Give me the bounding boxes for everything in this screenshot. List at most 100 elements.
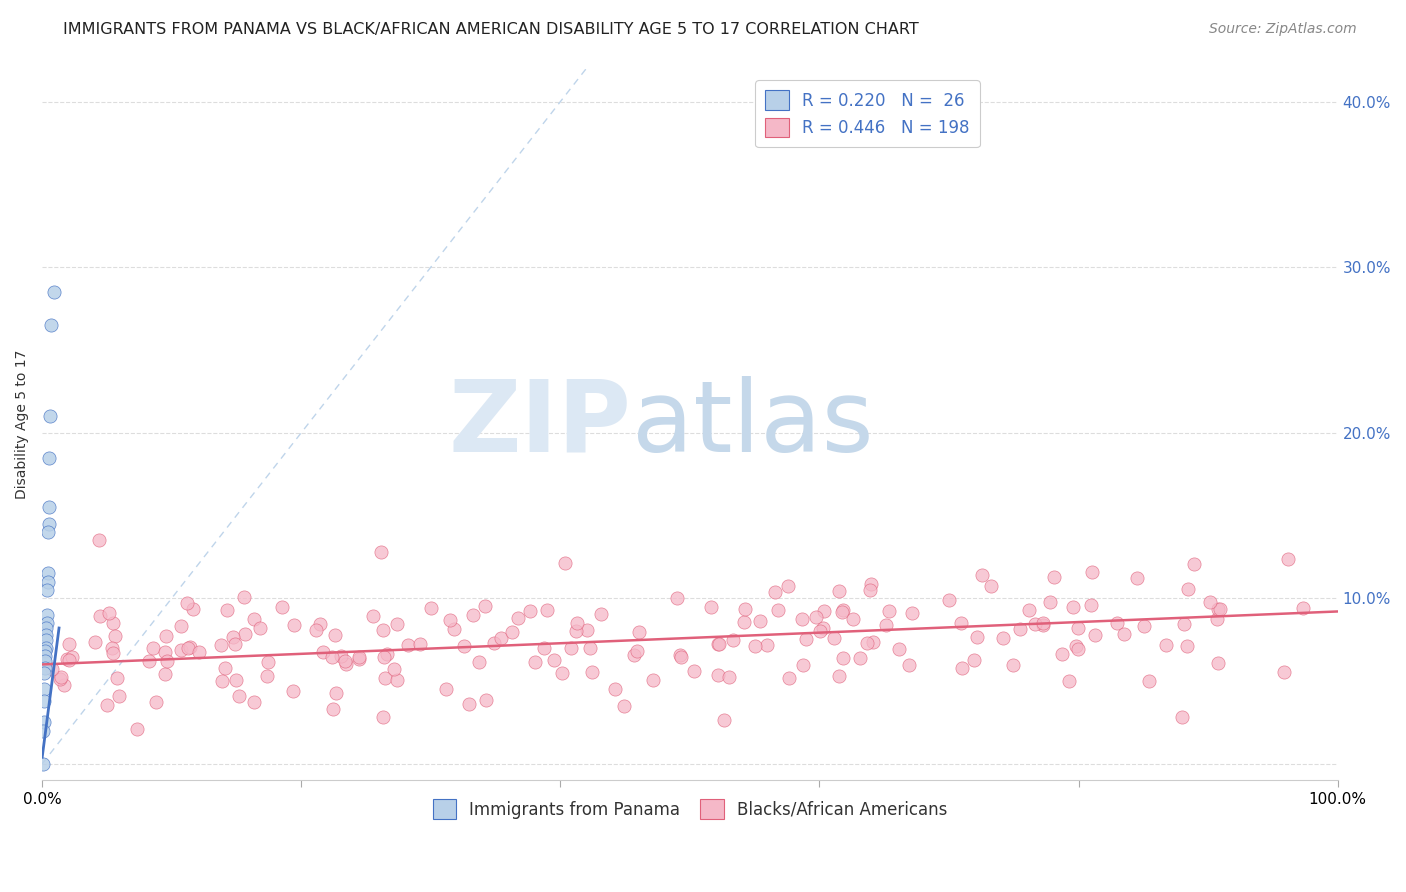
Point bbox=[103, 615, 125, 630]
Point bbox=[281, 684, 304, 698]
Point bbox=[222, 630, 245, 644]
Point bbox=[1133, 619, 1156, 633]
Point bbox=[211, 674, 233, 689]
Point bbox=[243, 612, 266, 626]
Point bbox=[1125, 571, 1147, 585]
Point bbox=[387, 617, 409, 632]
Point bbox=[744, 639, 766, 653]
Point bbox=[37, 574, 59, 589]
Point bbox=[506, 611, 529, 625]
Point bbox=[155, 629, 177, 643]
Legend: Immigrants from Panama, Blacks/African Americans: Immigrants from Panama, Blacks/African A… bbox=[426, 793, 953, 825]
Point bbox=[1114, 627, 1136, 641]
Point bbox=[832, 650, 855, 665]
Point bbox=[1177, 582, 1199, 596]
Point bbox=[104, 629, 127, 643]
Point bbox=[138, 654, 160, 668]
Point bbox=[108, 689, 131, 703]
Point bbox=[1050, 647, 1073, 661]
Point bbox=[628, 625, 651, 640]
Point bbox=[232, 590, 254, 604]
Point bbox=[1043, 570, 1066, 584]
Point bbox=[1081, 565, 1104, 579]
Point bbox=[60, 650, 83, 665]
Point bbox=[1080, 598, 1102, 612]
Point bbox=[763, 585, 786, 599]
Point bbox=[1032, 615, 1054, 630]
Point bbox=[501, 624, 523, 639]
Point bbox=[457, 697, 479, 711]
Point bbox=[794, 632, 817, 647]
Point bbox=[565, 616, 588, 631]
Point bbox=[32, 665, 55, 680]
Point bbox=[1062, 600, 1084, 615]
Point bbox=[1064, 639, 1087, 653]
Point bbox=[35, 627, 58, 641]
Point bbox=[1137, 673, 1160, 688]
Point bbox=[58, 652, 80, 666]
Point bbox=[38, 516, 60, 531]
Point bbox=[439, 613, 461, 627]
Point bbox=[443, 623, 465, 637]
Point bbox=[215, 603, 238, 617]
Point bbox=[733, 615, 755, 630]
Point bbox=[87, 533, 110, 548]
Point bbox=[626, 644, 648, 658]
Point bbox=[949, 616, 972, 631]
Point bbox=[325, 686, 347, 700]
Point bbox=[828, 583, 851, 598]
Point bbox=[1206, 601, 1229, 615]
Point bbox=[700, 600, 723, 615]
Point bbox=[707, 668, 730, 682]
Point bbox=[589, 607, 612, 622]
Point bbox=[188, 645, 211, 659]
Text: IMMIGRANTS FROM PANAMA VS BLACK/AFRICAN AMERICAN DISABILITY AGE 5 TO 17 CORRELAT: IMMIGRANTS FROM PANAMA VS BLACK/AFRICAN … bbox=[63, 22, 920, 37]
Point bbox=[748, 614, 770, 628]
Point bbox=[52, 678, 75, 692]
Point bbox=[576, 624, 599, 638]
Point bbox=[1182, 557, 1205, 571]
Point bbox=[96, 698, 118, 712]
Point bbox=[1024, 616, 1046, 631]
Point bbox=[56, 651, 79, 665]
Point bbox=[305, 623, 328, 637]
Point bbox=[153, 667, 176, 681]
Point bbox=[860, 577, 883, 591]
Point bbox=[89, 609, 111, 624]
Point bbox=[1154, 638, 1177, 652]
Point bbox=[142, 641, 165, 656]
Point bbox=[312, 645, 335, 659]
Point bbox=[489, 631, 512, 645]
Point bbox=[707, 638, 730, 652]
Point bbox=[177, 641, 200, 656]
Point bbox=[1209, 601, 1232, 615]
Point bbox=[1018, 603, 1040, 617]
Point bbox=[1057, 673, 1080, 688]
Point bbox=[179, 640, 201, 654]
Point bbox=[519, 604, 541, 618]
Point bbox=[966, 630, 988, 644]
Point bbox=[778, 671, 800, 685]
Point bbox=[34, 644, 56, 658]
Point bbox=[32, 694, 55, 708]
Point bbox=[855, 636, 877, 650]
Point bbox=[1277, 552, 1299, 566]
Point bbox=[209, 638, 232, 652]
Point bbox=[790, 612, 813, 626]
Point bbox=[283, 618, 305, 632]
Point bbox=[766, 602, 789, 616]
Point bbox=[877, 604, 900, 618]
Point bbox=[713, 713, 735, 727]
Point bbox=[554, 556, 576, 570]
Point bbox=[101, 646, 124, 660]
Point bbox=[474, 599, 496, 613]
Point bbox=[641, 673, 664, 687]
Text: ZIP: ZIP bbox=[449, 376, 631, 473]
Point bbox=[1272, 665, 1295, 680]
Point bbox=[823, 631, 845, 645]
Point bbox=[756, 638, 779, 652]
Point bbox=[361, 609, 384, 624]
Y-axis label: Disability Age 5 to 17: Disability Age 5 to 17 bbox=[15, 350, 30, 500]
Point bbox=[373, 709, 395, 723]
Point bbox=[543, 653, 565, 667]
